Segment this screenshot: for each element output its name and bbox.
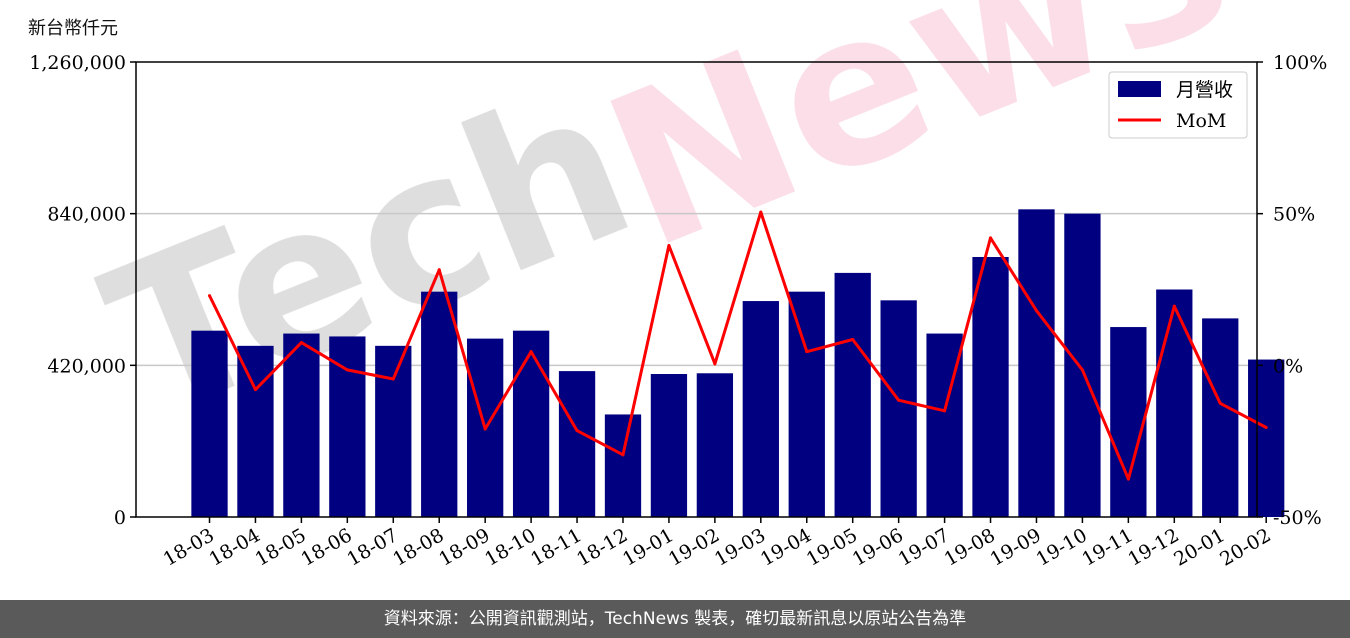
revenue-chart: Tech News 0420,000840,0001,260,000-50%0%… [29,0,1327,571]
mom-point [989,236,993,240]
x-tick-label: 18-12 [573,524,631,570]
bar [1248,359,1285,517]
bar [604,414,642,517]
chart-area: 新台幣仟元 Tech News 0 420,000 840,000 1,260,000… [28,0,1327,571]
y-left-tick-label: 0 [114,507,126,529]
bar [375,345,412,517]
x-tick-label: 18-08 [389,524,447,570]
bar [972,257,1009,517]
bar [1156,289,1193,517]
plot-frame [135,61,1258,518]
mom-point [437,268,441,272]
x-tick-label: 19-04 [757,524,815,570]
x-tick-label: 19-05 [803,524,861,570]
x-tick-label: 19-08 [941,524,999,570]
mom-point [529,350,533,354]
mom-point [483,427,487,431]
x-tick-label: 19-01 [619,524,677,570]
x-tick-label: 19-02 [665,524,723,570]
mom-point [345,368,349,372]
mom-point [667,244,671,248]
mom-point [1126,477,1130,481]
bar [283,333,320,517]
y-left-tick-label: 1,260,000 [29,52,126,74]
y-right-tick-label: 50% [1273,204,1315,226]
bar [696,373,734,517]
x-tick-label: 19-12 [1124,524,1182,570]
bar [834,272,871,517]
y-left-tick-label: 420,000 [47,355,126,377]
mom-line [208,210,1267,481]
y-right-tick-label: 0% [1273,355,1303,377]
x-tick-label: 20-01 [1170,524,1228,570]
mom-point [1172,304,1176,308]
bar [788,291,825,517]
y-right-tick-label: 100% [1273,52,1327,74]
x-tick-label: 18-03 [160,524,218,570]
bar [1018,209,1055,518]
mom-point [621,453,625,457]
bar [742,301,779,517]
bar [329,336,366,517]
mom-point [208,294,212,298]
x-tick-label: 18-07 [343,524,401,570]
x-tick-label: 20-02 [1216,524,1274,570]
bar [880,300,917,517]
x-tick-label: 19-03 [711,524,769,570]
mom-point [1264,426,1268,430]
svg-text:News: News [577,0,1260,296]
mom-point [575,429,579,433]
mom-point [1218,401,1222,405]
x-tick-label: 18-11 [527,524,585,570]
x-tick-label: 18-09 [435,524,493,570]
bar [1202,318,1239,517]
mom-point [759,210,763,214]
mom-point [943,409,947,413]
mom-point [1034,309,1038,313]
mom-point [851,338,855,342]
bar [421,291,458,517]
bar [1064,213,1101,517]
x-tick-label: 18-05 [251,524,309,570]
source-footer: 資料來源：公開資訊觀測站，TechNews 製表，確切最新訊息以原站公告為準 [0,600,1350,638]
mom-point [805,350,809,354]
y-right-tick-label: -50% [1273,507,1322,529]
x-tick-label: 19-07 [895,524,953,570]
x-tick-label: 18-04 [206,524,264,570]
bar [512,330,550,517]
x-tick-label: 19-09 [987,524,1045,570]
y-axis-unit-label: 新台幣仟元 [28,18,118,39]
y-left-tick-label: 840,000 [47,204,126,226]
legend-line-label: MoM [1176,110,1226,132]
mom-point [253,388,257,392]
x-tick-label: 19-11 [1078,524,1136,570]
mom-point [713,362,717,366]
x-tick-label: 18-10 [481,524,539,570]
x-tick-label: 19-06 [849,524,907,570]
bar [1110,327,1147,517]
mom-point [299,341,303,345]
bar [650,374,688,517]
mom-point [1080,368,1084,372]
legend-bar-swatch [1118,81,1161,97]
mom-point [391,377,395,381]
bar [237,345,274,517]
bar [191,330,228,517]
x-tick-label: 18-06 [297,524,355,570]
mom-point [897,398,901,402]
x-tick-label: 19-10 [1032,524,1090,570]
legend-bar-label: 月營收 [1176,79,1233,101]
bar [558,371,596,517]
